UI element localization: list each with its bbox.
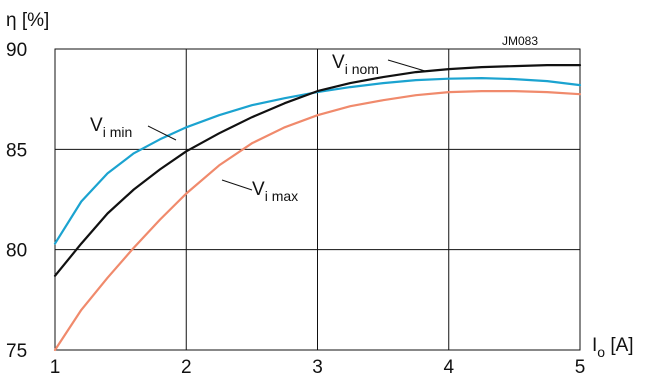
series-label-0: Vi min: [90, 115, 132, 140]
series-label-leader-0: [147, 125, 177, 141]
x-axis-title: Io [A]: [592, 335, 634, 360]
series-label-sub: i max: [265, 188, 298, 204]
y-tick-label: 80: [6, 241, 27, 262]
x-axis-title-sub: o: [597, 344, 605, 360]
y-axis-title: η [%]: [6, 10, 49, 31]
series-label-main: V: [252, 179, 265, 200]
x-tick-label: 4: [443, 357, 454, 378]
figure-code-label: JM083: [502, 34, 538, 48]
series-label-leader-2: [221, 179, 253, 191]
y-tick-label: 85: [6, 140, 27, 161]
grid: [54, 48, 581, 351]
series-label-2: Vi max: [252, 179, 298, 204]
series-label-main: V: [90, 115, 103, 136]
y-tick-label: 75: [6, 341, 27, 362]
series-line-2: [53, 89, 582, 352]
series-label-sub: i min: [103, 124, 133, 140]
y-tick-label: 90: [6, 40, 27, 61]
series-line-0: [53, 76, 582, 245]
x-tick-label: 2: [181, 357, 192, 378]
series-label-sub: i nom: [345, 61, 379, 77]
series-label-main: V: [332, 52, 345, 73]
x-tick-label: 5: [575, 357, 586, 378]
x-tick-label: 1: [50, 357, 61, 378]
x-axis-title-main: I: [592, 335, 597, 356]
series-lines: [53, 63, 582, 352]
series-label-1: Vi nom: [332, 52, 379, 77]
x-tick-label: 3: [312, 357, 323, 378]
series-label-leader-1: [387, 59, 426, 72]
series-line-1: [53, 63, 582, 277]
x-axis-title-unit: [A]: [605, 335, 634, 356]
